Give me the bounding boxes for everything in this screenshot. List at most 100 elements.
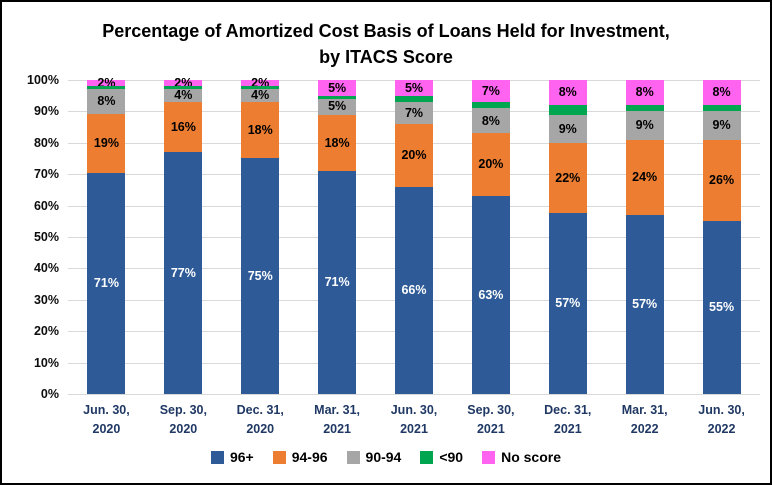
stacked-bar: 8% 9% 26% 55% <box>702 80 741 394</box>
bar-segment <box>625 105 664 112</box>
legend-item: No score <box>482 449 561 465</box>
x-axis-label-line: 2021 <box>323 422 352 436</box>
bar-segment <box>164 86 203 90</box>
bar-segment: 4% <box>241 88 280 103</box>
x-axis-label-line: Dec. 31, <box>236 403 284 417</box>
legend-item: 96+ <box>210 449 254 465</box>
bar-segment: 55% <box>702 221 741 394</box>
x-axis-label-line: Sep. 30, <box>159 403 207 417</box>
x-axis-label-line: 2020 <box>169 422 198 436</box>
legend-swatch-icon <box>272 450 286 464</box>
x-axis-label: Sep. 30, 2020 <box>145 401 222 439</box>
x-axis-label-line: Mar. 31, <box>314 403 361 417</box>
bar-segment <box>702 105 741 112</box>
bar-segment: 18% <box>318 114 357 172</box>
segment-label: 4% <box>251 88 270 103</box>
segment-label: 18% <box>324 135 350 150</box>
bar-segment: 5% <box>318 98 357 115</box>
segment-label: 8% <box>712 85 731 100</box>
y-axis-tick: 50% <box>33 230 59 244</box>
bar-segment: 2% <box>164 77 203 89</box>
y-axis-tick: 80% <box>33 135 59 150</box>
bar-column: 8% 9% 22% 57% <box>529 80 606 394</box>
bar-segment: 9% <box>548 114 587 144</box>
bar-segment: 20% <box>471 133 510 197</box>
bar-segment: 8% <box>625 80 664 106</box>
bar-segment: 77% <box>164 152 203 394</box>
bar-column: 5% 5% 18% 71% <box>299 80 376 394</box>
segment-label: 18% <box>247 122 273 137</box>
x-axis-label-line: Jun. 30, <box>83 403 130 417</box>
bar-segment: 71% <box>87 173 126 394</box>
bar-segment: 57% <box>548 213 587 394</box>
y-axis-tick: 70% <box>33 167 59 182</box>
x-axis-label-line: 2020 <box>92 422 121 436</box>
legend: 96+ 94-96 90-94 <90 No score <box>2 449 770 465</box>
legend-item: 94-96 <box>272 449 328 465</box>
bar-segment: 2% <box>241 77 280 89</box>
x-axis-label: Jun. 30, 2020 <box>68 401 145 439</box>
chart-title-line2: by ITACS Score <box>319 47 453 67</box>
segment-label: 63% <box>478 287 504 302</box>
segment-label: 57% <box>632 297 658 312</box>
x-axis-label: Sep. 30, 2021 <box>452 401 529 439</box>
y-axis-tick: 0% <box>40 387 59 401</box>
segment-label: 8% <box>635 85 654 100</box>
legend-label: 90-94 <box>365 449 402 465</box>
segment-label: 26% <box>709 173 735 188</box>
y-axis-tick: 60% <box>33 198 59 213</box>
y-axis-tick: 90% <box>33 104 59 119</box>
bar-segment: 16% <box>164 101 203 153</box>
segment-label: 55% <box>709 300 735 315</box>
segment-label: 5% <box>328 80 347 95</box>
bar-segment: 63% <box>471 196 510 394</box>
x-axis-label: Mar. 31, 2021 <box>299 401 376 439</box>
plot-area: 100% 90% 80% 70% 60% 50% 40% 30% 20% 10% 0% 2% 8% 19%… <box>27 73 760 401</box>
bar-segment: 24% <box>625 139 664 215</box>
legend-swatch-icon <box>482 450 496 464</box>
x-axis-label-line: Sep. 30, <box>467 403 515 417</box>
chart-title-line1: Percentage of Amortized Cost Basis of Lo… <box>102 21 670 41</box>
bar-segment <box>395 95 433 102</box>
legend-label: 96+ <box>229 449 254 465</box>
segment-label: 24% <box>632 170 658 185</box>
segment-label: 75% <box>247 268 273 283</box>
legend-swatch-icon <box>346 450 360 464</box>
bar-column: 2% 4% 18% 75% <box>222 77 299 394</box>
x-axis-label-line: 2021 <box>553 422 582 436</box>
x-axis-label-line: Jun. 30, <box>390 403 438 417</box>
segment-label: 71% <box>324 275 350 290</box>
x-axis-labels: Jun. 30, 2020 Sep. 30, 2020 Dec. 31, 2020 Mar.… <box>68 401 760 439</box>
x-axis-label: Jun. 30, 2022 <box>683 401 760 439</box>
bar-segment <box>471 101 510 109</box>
y-axis-tick: 100% <box>27 73 59 87</box>
bar-column: 2% 4% 16% 77% <box>145 77 222 394</box>
stacked-bar: 8% 9% 22% 57% <box>548 80 587 394</box>
bar-segment: 75% <box>241 158 280 394</box>
stacked-bar: 2% 8% 19% 71% <box>87 77 126 394</box>
segment-label: 20% <box>401 148 427 163</box>
bar-segment <box>241 86 280 90</box>
x-axis-label-line: Jun. 30, <box>698 403 745 417</box>
x-axis-label-line: Mar. 31, <box>621 403 668 417</box>
segment-label: 77% <box>170 265 196 280</box>
x-axis-label: Dec. 31, 2021 <box>529 401 606 439</box>
bar-column: 7% 8% 20% 63% <box>452 80 529 394</box>
bars-row: 2% 8% 19% 71% 2% 4% 16% 77% 2% 4% 18% 75% 5% 5% 18% 71%… <box>68 77 760 394</box>
segment-label: 16% <box>170 119 196 134</box>
segment-label: 8% <box>97 94 116 109</box>
segment-label: 8% <box>558 85 577 100</box>
legend-label: <90 <box>439 449 464 465</box>
segment-label: 20% <box>478 157 504 172</box>
bar-segment: 18% <box>241 101 280 159</box>
legend-item: <90 <box>420 449 463 465</box>
bar-segment: 9% <box>702 111 741 140</box>
bar-segment: 57% <box>625 214 664 394</box>
x-axis-label-line: 2020 <box>246 422 275 436</box>
bar-segment: 19% <box>87 114 126 174</box>
segment-label: 9% <box>558 121 577 136</box>
segment-label: 7% <box>481 83 500 98</box>
y-axis-tick: 10% <box>33 355 59 370</box>
bar-segment: 8% <box>87 89 126 115</box>
segment-label: 7% <box>404 105 424 120</box>
